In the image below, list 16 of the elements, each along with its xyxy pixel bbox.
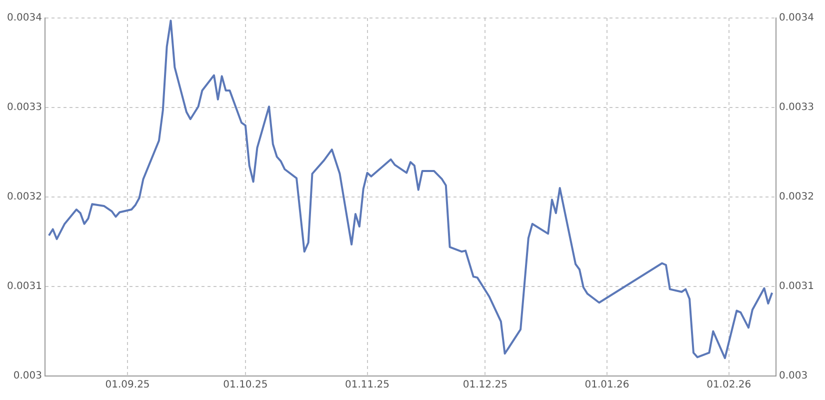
- y2-tick-label: 0.0034: [779, 12, 814, 24]
- x-tick-label: 01.12.25: [462, 380, 508, 391]
- y2-tick-label: 0.0032: [779, 192, 814, 203]
- y-tick-label: 0.003: [13, 370, 42, 382]
- x-tick-label: 01.10.25: [223, 380, 268, 391]
- y-tick-label: 0.0033: [6, 102, 42, 114]
- y-tick-label: 0.0031: [6, 281, 42, 292]
- y-tick-label: 0.0034: [6, 12, 42, 24]
- y2-tick-label: 0.003: [779, 370, 808, 382]
- y-tick-label: 0.0032: [6, 192, 42, 203]
- y2-tick-label: 0.0031: [779, 281, 814, 292]
- x-tick-label: 01.02.26: [706, 380, 752, 391]
- y2-tick-label: 0.0033: [779, 102, 814, 114]
- x-tick-label: 01.01.26: [584, 380, 630, 391]
- x-tick-label: 01.09.25: [105, 380, 150, 391]
- x-tick-label: 01.11.25: [345, 380, 390, 391]
